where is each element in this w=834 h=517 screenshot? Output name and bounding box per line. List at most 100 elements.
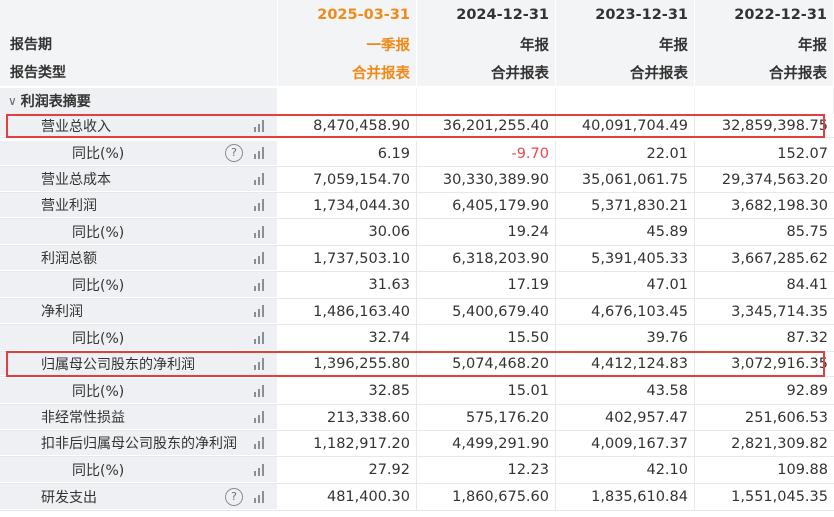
cell-value: 15.01	[417, 378, 556, 404]
header-row-report-type: 报告类型 合并报表 合并报表 合并报表 合并报表	[0, 58, 834, 86]
bar-chart-icon[interactable]	[254, 252, 268, 264]
cell-value: 1,486,163.40	[278, 299, 417, 324]
cell-value: 1,182,917.20	[278, 431, 417, 456]
cell-value: 19.24	[417, 219, 556, 245]
period-date: 2025-03-31	[278, 0, 417, 30]
cell-value: 42.10	[556, 457, 695, 483]
row-label: 同比(%)	[72, 383, 125, 400]
header-row-report-period: 报告期 一季报 年报 年报 年报	[0, 30, 834, 58]
cell-value: 1,734,044.30	[278, 193, 417, 218]
report-period-label: 报告期	[10, 37, 52, 53]
header-row-dates: 2025-03-31 2024-12-31 2023-12-31 2022-12…	[0, 0, 834, 30]
cell-value: 32.85	[278, 378, 417, 404]
cell-value: 40,091,704.49	[556, 115, 695, 137]
table-row: 非经常性损益 213,338.60 575,176.20 402,957.47 251,…	[0, 405, 834, 431]
cell-value: 575,176.20	[417, 405, 556, 430]
cell-value: 1,737,503.10	[278, 246, 417, 271]
row-label: 同比(%)	[72, 224, 125, 241]
bar-chart-icon[interactable]	[254, 147, 268, 159]
cell-value: 43.58	[556, 378, 695, 404]
cell-value: 4,676,103.45	[556, 299, 695, 324]
help-circle-icon[interactable]: ?	[225, 487, 243, 506]
row-label: 同比(%)	[72, 330, 125, 347]
help-circle-icon[interactable]: ?	[225, 144, 243, 162]
cell-value: 84.41	[695, 272, 834, 298]
row-label: 营业总成本	[41, 172, 111, 188]
cell-value: 5,400,679.40	[417, 299, 556, 324]
bar-chart-icon[interactable]	[254, 411, 268, 423]
table-row: 同比(%) 31.63 17.19 47.01 84.41	[0, 272, 834, 299]
row-label: 同比(%)	[72, 277, 125, 294]
bar-chart-icon[interactable]	[254, 173, 268, 185]
bar-chart-icon[interactable]	[254, 278, 268, 291]
bar-chart-icon[interactable]	[254, 225, 268, 238]
report-type-label: 报告类型	[10, 65, 66, 81]
cell-value: 3,072,916.35	[695, 352, 834, 376]
cell-value: 22.01	[556, 141, 695, 166]
cell-value: 1,551,045.35	[695, 484, 834, 510]
cell-value: 85.75	[695, 219, 834, 245]
cell-value: 35,061,061.75	[556, 167, 695, 192]
period-date: 2022-12-31	[695, 0, 834, 30]
report-period: 年报	[695, 30, 834, 58]
cell-value: 5,391,405.33	[556, 246, 695, 271]
row-label: 利润总额	[41, 251, 97, 267]
table-row: 营业总成本 7,059,154.70 30,330,389.90 35,061,061…	[0, 167, 834, 193]
table-row: 营业利润 1,734,044.30 6,405,179.90 5,371,830.21…	[0, 193, 834, 219]
cell-value: 32.74	[278, 325, 417, 351]
cell-value: 17.19	[417, 272, 556, 298]
table-row: 扣非后归属母公司股东的净利润 1,182,917.20 4,499,291.90 4,…	[0, 431, 834, 457]
row-label: 扣非后归属母公司股东的净利润	[41, 436, 237, 452]
cell-value: 5,074,468.20	[417, 352, 556, 376]
cell-value: 1,835,610.84	[556, 484, 695, 510]
bar-chart-icon[interactable]	[254, 437, 268, 449]
cell-value: 36,201,255.40	[417, 115, 556, 137]
row-label: 同比(%)	[72, 146, 125, 162]
table-row: 同比(%) 27.92 12.23 42.10 109.88	[0, 457, 834, 484]
cell-value: 5,371,830.21	[556, 193, 695, 218]
cell-value: 30,330,389.90	[417, 167, 556, 192]
cell-value: 39.76	[556, 325, 695, 351]
report-type: 合并报表	[695, 58, 834, 86]
cell-value: -9.70	[417, 141, 556, 166]
row-label: 研发支出	[41, 489, 97, 506]
table-row: 同比(%) 32.74 15.50 39.76 87.32	[0, 325, 834, 352]
cell-value: 6,318,203.90	[417, 246, 556, 271]
bar-chart-icon[interactable]	[254, 384, 268, 397]
bar-chart-icon[interactable]	[254, 357, 268, 370]
cell-value: 152.07	[695, 141, 834, 166]
bar-chart-icon[interactable]	[254, 305, 268, 317]
cell-value: 3,682,198.30	[695, 193, 834, 218]
period-date: 2023-12-31	[556, 0, 695, 30]
bar-chart-icon[interactable]	[254, 199, 268, 211]
section-row[interactable]: ∨ 利润表摘要	[0, 88, 834, 114]
report-period: 年报	[556, 30, 695, 58]
cell-value: 2,821,309.82	[695, 431, 834, 456]
table-row: 同比(%) 30.06 19.24 45.89 85.75	[0, 219, 834, 246]
cell-value: 30.06	[278, 219, 417, 245]
cell-value: 3,345,714.35	[695, 299, 834, 324]
bar-chart-icon[interactable]	[254, 463, 268, 476]
table-row: 归属母公司股东的净利润 1,396,255.80 5,074,468.20 4,412…	[0, 352, 834, 377]
bar-chart-icon[interactable]	[254, 119, 268, 132]
row-label: 归属母公司股东的净利润	[41, 356, 195, 373]
cell-value: 109.88	[695, 457, 834, 483]
header-corner	[0, 0, 278, 30]
bar-chart-icon[interactable]	[254, 331, 268, 344]
report-type: 合并报表	[278, 58, 417, 86]
cell-value: 4,009,167.37	[556, 431, 695, 456]
table-row: 营业总收入 8,470,458.90 36,201,255.40 40,091,704…	[0, 115, 834, 138]
table-row: 同比(%) 32.85 15.01 43.58 92.89	[0, 378, 834, 405]
report-type: 合并报表	[556, 58, 695, 86]
cell-value: 4,412,124.83	[556, 352, 695, 376]
report-period: 年报	[417, 30, 556, 58]
table-row: 净利润 1,486,163.40 5,400,679.40 4,676,103.45 3…	[0, 299, 834, 325]
chevron-down-icon[interactable]: ∨	[8, 94, 17, 108]
cell-value: 481,400.30	[278, 484, 417, 510]
cell-value: 45.89	[556, 219, 695, 245]
cell-value: 7,059,154.70	[278, 167, 417, 192]
cell-value: 15.50	[417, 325, 556, 351]
section-toggle[interactable]: ∨ 利润表摘要	[8, 88, 91, 114]
bar-chart-icon[interactable]	[254, 490, 268, 503]
row-label: 营业利润	[41, 198, 97, 214]
